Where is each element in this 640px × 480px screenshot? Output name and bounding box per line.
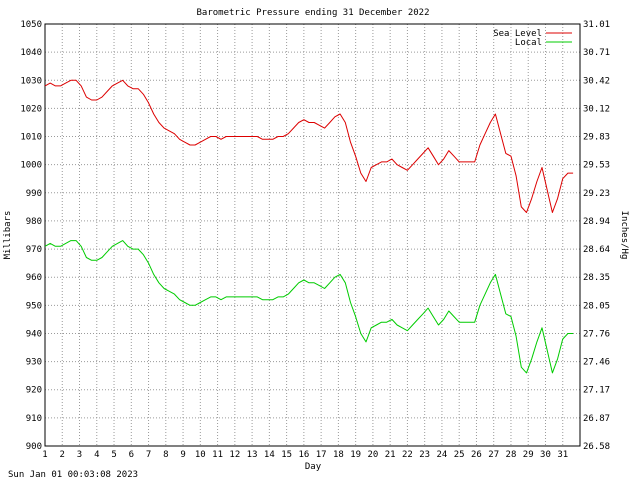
x-tick-label: 9 — [180, 450, 185, 460]
x-tick-label: 28 — [506, 450, 517, 460]
y-tick-label-left: 910 — [26, 414, 42, 424]
x-tick-label: 1 — [42, 450, 47, 460]
y-tick-label-left: 1000 — [20, 161, 42, 171]
y-tick-label-right: 29.83 — [583, 133, 610, 143]
x-axis-label: Day — [305, 462, 322, 472]
y-tick-label-left: 930 — [26, 358, 42, 368]
x-tick-label: 18 — [333, 450, 344, 460]
y-tick-label-left: 940 — [26, 329, 42, 339]
y-tick-label-left: 950 — [26, 301, 42, 311]
x-tick-label: 10 — [195, 450, 206, 460]
x-tick-label: 13 — [247, 450, 258, 460]
x-tick-label: 4 — [94, 450, 99, 460]
x-tick-label: 14 — [264, 450, 275, 460]
y-tick-label-right: 29.23 — [583, 189, 610, 199]
x-tick-label: 27 — [488, 450, 499, 460]
chart-title: Barometric Pressure ending 31 December 2… — [197, 8, 430, 18]
y-tick-label-left: 1010 — [20, 133, 42, 143]
x-tick-label: 21 — [385, 450, 396, 460]
plot-frame — [44, 23, 581, 447]
y-tick-label-left: 960 — [26, 273, 42, 283]
footer-timestamp: Sun Jan 01 00:03:08 2023 — [8, 470, 138, 480]
y-tick-label-right: 27.17 — [583, 386, 610, 396]
legend-label-local: Local — [515, 38, 542, 48]
y-tick-label-right: 31.01 — [583, 20, 610, 30]
x-tick-label: 20 — [367, 450, 378, 460]
tick-labels: 1 2 3 4 5 6 7 8 9 10 11 12 13 14 15 16 17 18 19 20 21 22 23 24 2… — [20, 20, 610, 460]
y-tick-label-right: 30.12 — [583, 104, 610, 114]
y-tick-label-right: 28.64 — [583, 245, 610, 255]
x-tick-label: 25 — [454, 450, 465, 460]
x-tick-label: 8 — [163, 450, 168, 460]
x-tick-label: 26 — [471, 450, 482, 460]
y-tick-label-right: 28.05 — [583, 301, 610, 311]
y-tick-label-left: 1050 — [20, 20, 42, 30]
y-tick-label-left: 920 — [26, 386, 42, 396]
y-tick-label-left: 1020 — [20, 104, 42, 114]
x-tick-label: 15 — [281, 450, 292, 460]
y-tick-label-left: 980 — [26, 217, 42, 227]
x-tick-label: 29 — [523, 450, 534, 460]
y-tick-label-right: 26.87 — [583, 414, 610, 424]
legend-label-sea-level: Sea Level — [493, 29, 542, 39]
x-tick-label: 7 — [146, 450, 151, 460]
x-tick-label: 30 — [540, 450, 551, 460]
x-tick-label: 11 — [212, 450, 223, 460]
series-line-local — [44, 240, 574, 374]
y-tick-label-left: 1040 — [20, 48, 42, 58]
x-tick-label: 23 — [419, 450, 430, 460]
y-tick-label-right: 26.58 — [583, 442, 610, 452]
x-tick-label: 31 — [557, 450, 568, 460]
grid-lines — [44, 23, 580, 447]
series-layer — [44, 79, 574, 374]
y-tick-label-left: 900 — [26, 442, 42, 452]
x-tick-label: 16 — [298, 450, 309, 460]
y-tick-label-right: 30.71 — [583, 48, 610, 58]
x-tick-label: 24 — [437, 450, 448, 460]
x-tick-label: 19 — [350, 450, 361, 460]
x-tick-label: 12 — [229, 450, 240, 460]
x-tick-label: 17 — [316, 450, 327, 460]
y-tick-label-left: 1030 — [20, 76, 42, 86]
series-line-sea-level — [44, 79, 574, 213]
legend: Sea Level Local — [493, 29, 572, 48]
y-tick-label-right: 28.94 — [583, 217, 610, 227]
y-tick-label-right: 27.76 — [583, 329, 610, 339]
x-tick-label: 22 — [402, 450, 413, 460]
x-tick-label: 6 — [129, 450, 134, 460]
y-tick-label-left: 970 — [26, 245, 42, 255]
y-tick-label-left: 990 — [26, 189, 42, 199]
y-axis-label-right: Inches/Hg — [619, 211, 629, 260]
y-tick-label-right: 30.42 — [583, 76, 610, 86]
y-tick-label-right: 27.46 — [583, 358, 610, 368]
y-axis-label-left: Millibars — [3, 211, 13, 260]
x-tick-label: 3 — [77, 450, 82, 460]
y-tick-label-right: 29.53 — [583, 161, 610, 171]
x-tick-label: 2 — [60, 450, 65, 460]
x-tick-label: 5 — [111, 450, 116, 460]
y-tick-label-right: 28.35 — [583, 273, 610, 283]
